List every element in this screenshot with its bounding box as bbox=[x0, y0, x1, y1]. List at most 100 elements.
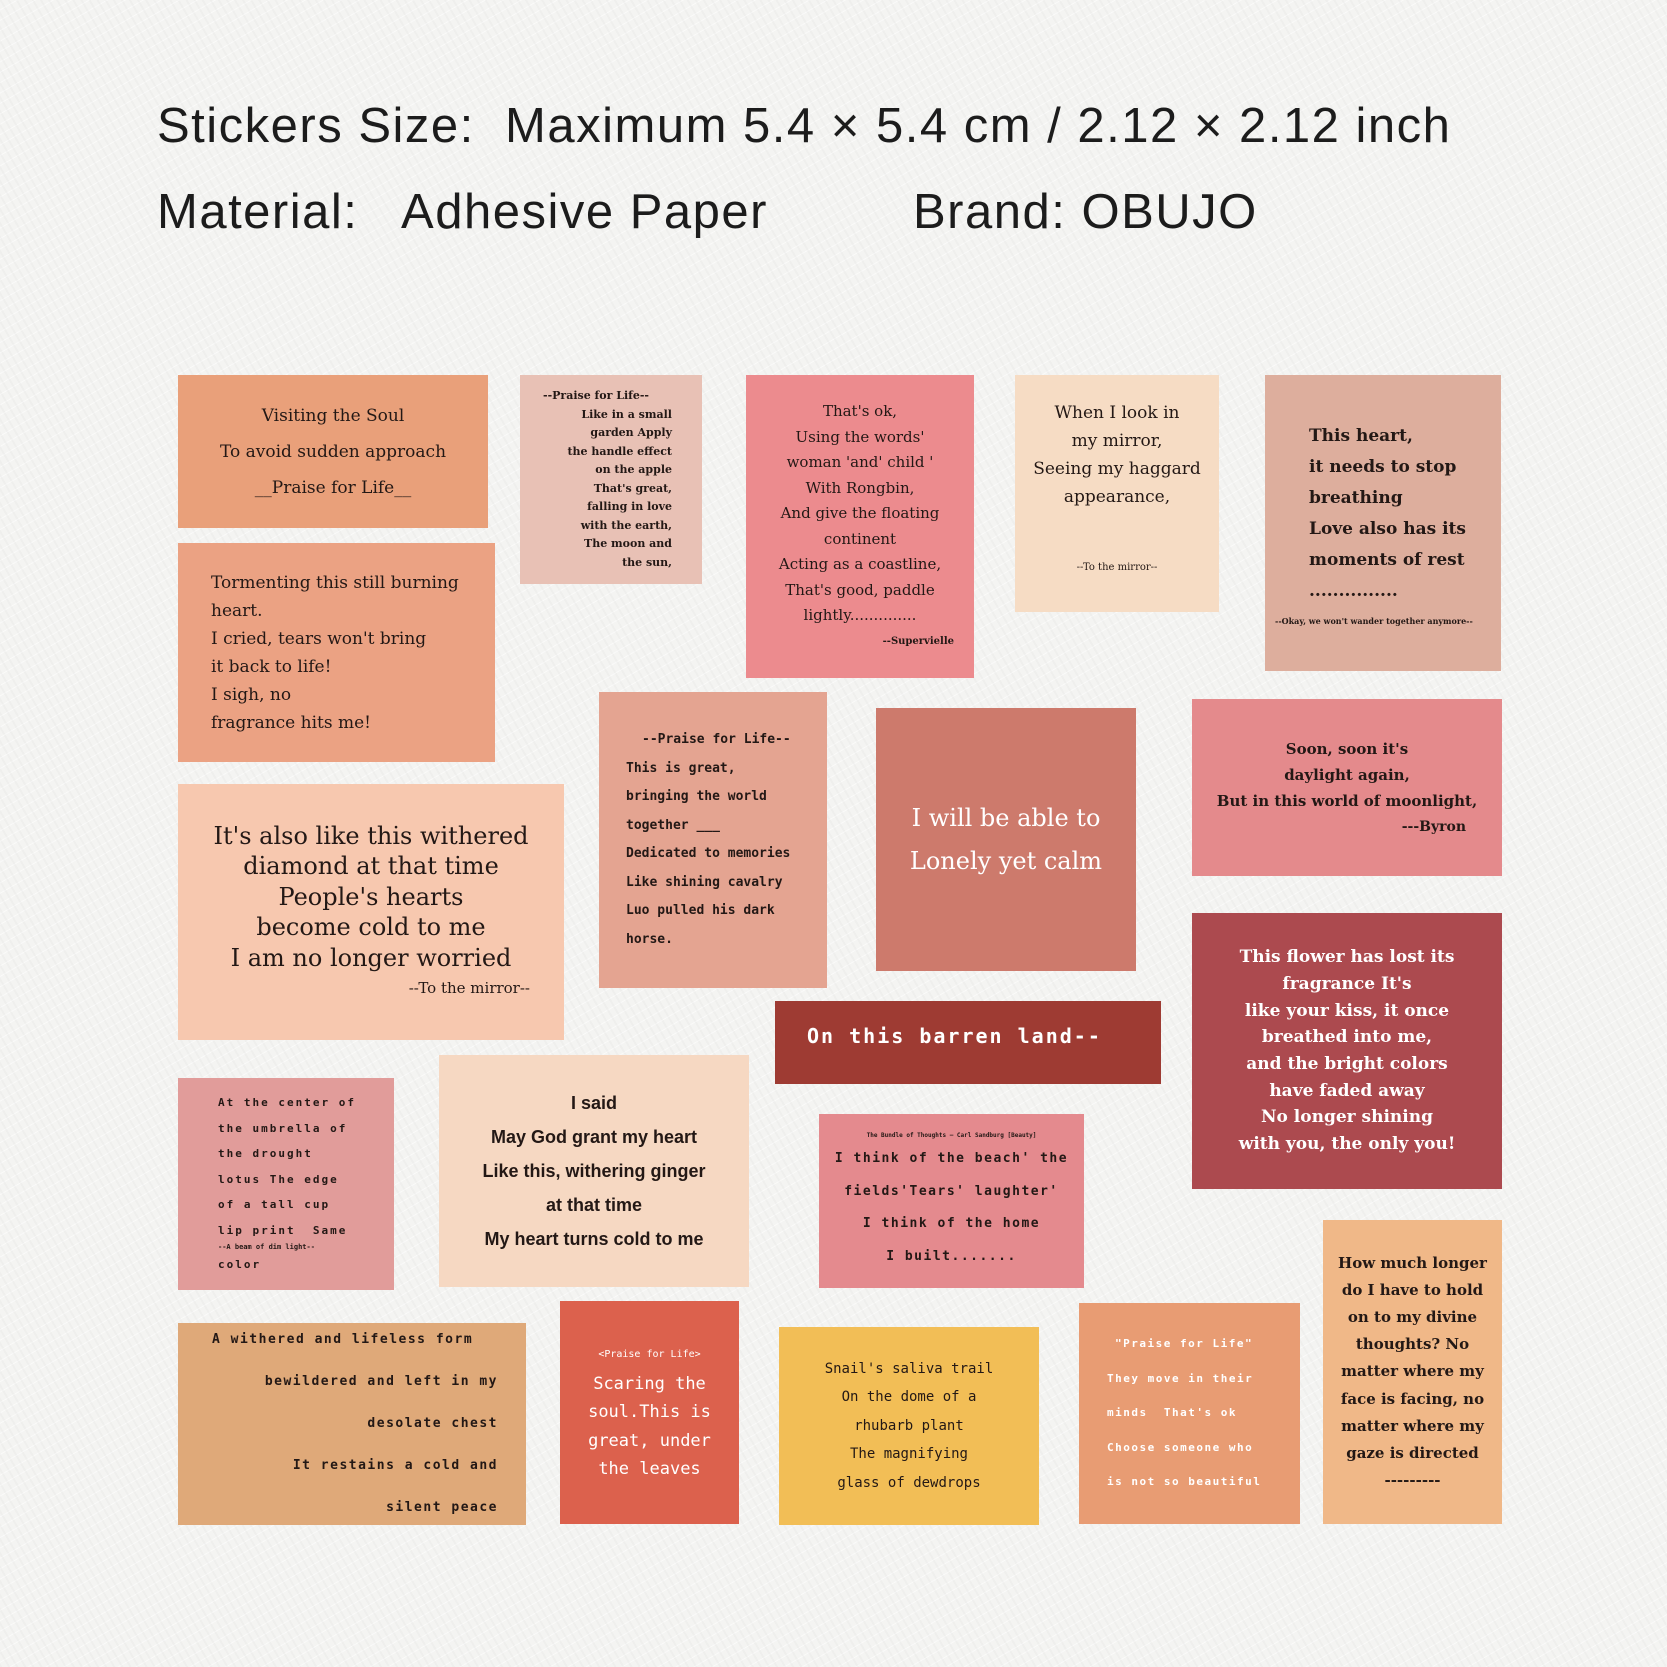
sticker-text-line: rhubarb plant bbox=[854, 1417, 964, 1434]
sticker-text-line: It restains a cold and bbox=[292, 1458, 498, 1473]
sticker-text-line: daylight again, bbox=[1284, 765, 1410, 784]
sticker: The Bundle of Thoughts — Carl Sandburg [… bbox=[819, 1114, 1084, 1288]
sticker-text-line: I said bbox=[570, 1093, 618, 1113]
sticker-text-line: My heart turns cold to me bbox=[484, 1229, 704, 1249]
sticker-text-line: heart. bbox=[211, 600, 263, 621]
sticker-text-line: it needs to stop bbox=[1309, 457, 1457, 477]
sticker-text-line: fragrance hits me! bbox=[211, 712, 371, 733]
sticker-text-line: ---Byron bbox=[1401, 818, 1466, 835]
sticker-text-line: continent bbox=[823, 529, 897, 548]
sticker: Soon, soon it's daylight again, But in thi… bbox=[1192, 699, 1502, 876]
sticker-text-line: lotus The edge bbox=[218, 1172, 339, 1186]
sticker-text-line: Like shining cavalry bbox=[626, 874, 783, 890]
sticker: --Praise for Life-- This is great, bringin… bbox=[599, 692, 827, 988]
sticker-text-line: moments of rest bbox=[1309, 550, 1465, 570]
sticker-text-line: lightly.............. bbox=[803, 606, 917, 624]
sticker-text-line: thoughts? No bbox=[1355, 1335, 1470, 1354]
sticker-text-line: That's great, bbox=[593, 481, 672, 495]
material-brand-spec: Material: Adhesive Paper Brand: OBUJO bbox=[157, 184, 1256, 240]
material-label: Material: bbox=[157, 185, 359, 239]
sticker-text-line: The Bundle of Thoughts — Carl Sandburg [… bbox=[866, 1132, 1037, 1139]
sticker-text-line: Choose someone who bbox=[1107, 1440, 1254, 1454]
sticker-text-line: Dedicated to memories bbox=[626, 846, 791, 861]
sticker-text-line: at that time bbox=[545, 1195, 642, 1215]
sticker-text-line: ............... bbox=[1309, 581, 1398, 601]
sticker-text-line: diamond at that time bbox=[243, 852, 499, 880]
sticker-text-line: bewildered and left in my bbox=[264, 1374, 498, 1389]
sticker-text-line: This heart, bbox=[1309, 426, 1413, 446]
sticker-text-line: At the center of bbox=[218, 1096, 356, 1110]
sticker-text-line: The magnifying bbox=[849, 1446, 968, 1463]
sticker-text-line: --Okay, we won't wander together anymore… bbox=[1275, 616, 1473, 626]
sticker-text-line: On the dome of a bbox=[841, 1389, 977, 1406]
sticker-text-line: Tormenting this still burning bbox=[211, 572, 459, 593]
sticker-text-line: bringing the world bbox=[626, 789, 767, 804]
sticker-text-line: it back to life! bbox=[211, 656, 332, 677]
sticker-text-line: Acting as a coastline, bbox=[778, 555, 942, 573]
sticker-text-line: Visiting the Soul bbox=[261, 405, 405, 426]
sticker-text-line: lip print Same bbox=[218, 1223, 348, 1237]
sticker: This flower has lost its fragrance It's li… bbox=[1192, 913, 1502, 1189]
sticker-text-line: Using the words' bbox=[795, 427, 925, 446]
sticker-text-line: People's hearts bbox=[278, 882, 464, 911]
sticker: Tormenting this still burning heart. I cri… bbox=[178, 543, 495, 762]
sticker-text-line: the handle effect bbox=[567, 444, 672, 458]
sticker-text-line: appearance, bbox=[1063, 487, 1171, 507]
sticker-text-line: silent peace bbox=[386, 1500, 498, 1515]
brand-label: Brand: bbox=[913, 185, 1067, 239]
sticker: When I look in my mirror, Seeing my haggar… bbox=[1015, 375, 1219, 612]
sticker-text-line: Luo pulled his dark bbox=[626, 903, 775, 918]
sticker: <Praise for Life> Scaring the soul.This is… bbox=[560, 1301, 739, 1524]
sticker-text-line: A withered and lifeless form bbox=[212, 1332, 474, 1347]
sticker-text-line: I am no longer worried bbox=[230, 943, 512, 972]
sticker-text-line: How much longer bbox=[1338, 1253, 1487, 1272]
size-spec: Stickers Size: Maximum 5.4 × 5.4 cm / 2.… bbox=[157, 98, 1451, 154]
sticker-text-line: Scaring the bbox=[593, 1373, 706, 1394]
sticker-text-line: Lonely yet calm bbox=[909, 846, 1103, 875]
sticker: I will be able to Lonely yet calm bbox=[876, 708, 1136, 971]
sticker-text-line: Seeing my haggard bbox=[1033, 459, 1201, 479]
sticker-text-line: --------- bbox=[1384, 1471, 1441, 1490]
sticker-text-line: --Praise for Life-- bbox=[543, 389, 649, 402]
sticker-text-line: on the apple bbox=[595, 463, 672, 476]
sticker-text-line: matter where my bbox=[1341, 1362, 1484, 1381]
sticker-text-line: of a tall cup bbox=[218, 1198, 331, 1212]
sticker-text-line: become cold to me bbox=[256, 913, 486, 941]
sticker: At the center of the umbrella of the droug… bbox=[178, 1078, 394, 1290]
sticker-text-line: breathing bbox=[1309, 488, 1403, 508]
sticker-text-line: with the earth, bbox=[580, 518, 672, 532]
sticker-text-line: __Praise for Life__ bbox=[254, 477, 412, 498]
sticker-text-line: --A beam of dim light-- bbox=[218, 1243, 315, 1252]
material-value: Adhesive Paper bbox=[401, 185, 768, 239]
sticker-text-line: I sigh, no bbox=[211, 684, 292, 705]
sticker-text-line: breathed into me, bbox=[1261, 1027, 1433, 1048]
sticker-text-line: soul.This is bbox=[588, 1402, 711, 1423]
sticker-text-line: and the bright colors bbox=[1246, 1054, 1448, 1074]
size-label: Stickers Size: bbox=[157, 99, 475, 153]
sticker-text-line: garden Apply bbox=[590, 426, 672, 439]
sticker-text-line: glass of dewdrops bbox=[837, 1474, 981, 1491]
sticker-text-line: And give the floating bbox=[780, 504, 940, 522]
sticker: That's ok, Using the words' woman 'and' ch… bbox=[746, 375, 974, 678]
sticker-text-line: woman 'and' child ' bbox=[786, 453, 934, 471]
sticker-text-line: To avoid sudden approach bbox=[219, 441, 447, 462]
sticker-text-line: the sun, bbox=[622, 555, 672, 569]
sticker-text-line: I cried, tears won't bring bbox=[211, 628, 427, 649]
sticker-text-line: the umbrella of bbox=[218, 1121, 348, 1135]
sticker-text-line: minds That's ok bbox=[1107, 1406, 1237, 1420]
sticker-text-line: That's ok, bbox=[822, 402, 898, 420]
sticker-text-line: It's also like this withered bbox=[213, 821, 529, 850]
sticker-text-line: May God grant my heart bbox=[490, 1127, 698, 1147]
sticker-text-line: Snail's saliva trail bbox=[824, 1360, 994, 1377]
brand-value: OBUJO bbox=[1081, 185, 1258, 239]
sticker-text-line: "Praise for Life" bbox=[1115, 1337, 1254, 1351]
sticker: This heart, it needs to stop breathing Love… bbox=[1265, 375, 1501, 671]
sticker: I said May God grant my heart Like this, w… bbox=[439, 1055, 749, 1287]
sticker-text-line: my mirror, bbox=[1071, 431, 1163, 451]
sticker-text-line: like your kiss, it once bbox=[1244, 1000, 1450, 1021]
sticker-text-line: This is great, bbox=[626, 760, 736, 776]
sticker-text-line: falling in love bbox=[587, 500, 672, 513]
sticker-text-line: on to my divine bbox=[1347, 1307, 1478, 1326]
sticker-text-line: Love also has its bbox=[1309, 519, 1466, 539]
sticker-text-line: But in this world of moonlight, bbox=[1216, 791, 1478, 810]
